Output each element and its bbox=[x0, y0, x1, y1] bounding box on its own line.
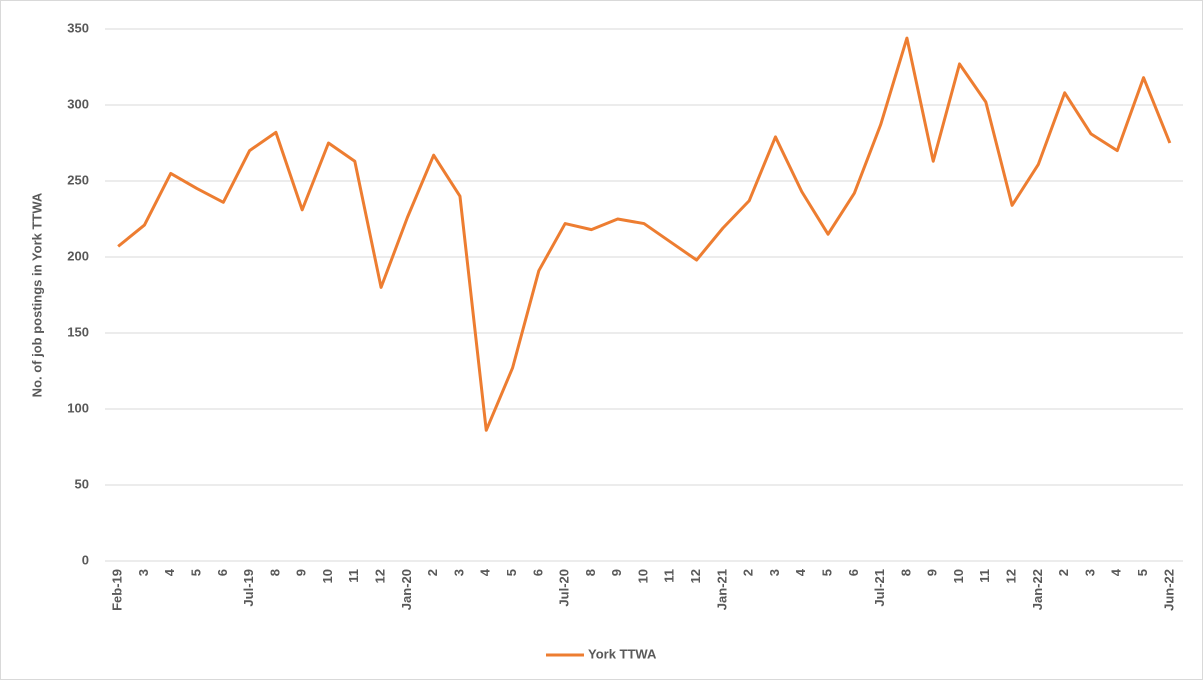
x-tick-label: 8 bbox=[898, 569, 913, 576]
x-tick-label: 10 bbox=[951, 569, 966, 583]
x-tick-label: 11 bbox=[977, 569, 992, 583]
x-tick-label: Jan-20 bbox=[399, 569, 414, 610]
x-tick-label: 9 bbox=[925, 569, 940, 576]
y-tick-label: 200 bbox=[67, 248, 89, 263]
x-tick-label: 6 bbox=[846, 569, 861, 576]
x-tick-label: 2 bbox=[741, 569, 756, 576]
x-tick-label: 3 bbox=[767, 569, 782, 576]
x-tick-label: 6 bbox=[530, 569, 545, 576]
x-tick-label: 10 bbox=[635, 569, 650, 583]
x-tick-label: 2 bbox=[425, 569, 440, 576]
x-tick-label: 2 bbox=[1056, 569, 1071, 576]
x-tick-label: 11 bbox=[346, 569, 361, 583]
line-series bbox=[117, 36, 1172, 432]
x-tick-label: 12 bbox=[688, 569, 703, 583]
y-axis-label: No. of job postings in York TTWA bbox=[29, 192, 44, 397]
x-tick-label: 3 bbox=[136, 569, 151, 576]
x-tick-label: 3 bbox=[451, 569, 466, 576]
x-tick-label: 9 bbox=[294, 569, 309, 576]
y-tick-label: 0 bbox=[82, 552, 89, 567]
x-tick-label: Jul-21 bbox=[872, 569, 887, 607]
x-tick-label: 8 bbox=[267, 569, 282, 576]
y-tick-label: 100 bbox=[67, 400, 89, 415]
x-tick-label: 12 bbox=[1004, 569, 1019, 583]
x-tick-label: 4 bbox=[793, 568, 808, 576]
x-tick-label: 5 bbox=[188, 569, 203, 576]
x-tick-label: 9 bbox=[609, 569, 624, 576]
x-tick-label: 5 bbox=[504, 569, 519, 576]
x-tick-label: 11 bbox=[662, 569, 677, 583]
x-tick-label: Feb-19 bbox=[110, 569, 125, 611]
x-tick-label: Jul-20 bbox=[557, 569, 572, 607]
x-tick-label: 6 bbox=[215, 569, 230, 576]
y-tick-label: 50 bbox=[75, 476, 89, 491]
x-tick-label: Jan-21 bbox=[714, 569, 729, 610]
x-tick-label: 3 bbox=[1082, 569, 1097, 576]
x-tick-label: 4 bbox=[478, 568, 493, 576]
x-tick-label: 10 bbox=[320, 569, 335, 583]
y-tick-label: 250 bbox=[67, 172, 89, 187]
x-tick-label: 12 bbox=[373, 569, 388, 583]
y-tick-label: 300 bbox=[67, 96, 89, 111]
legend-label: York TTWA bbox=[588, 646, 657, 661]
x-tick-label: Jul-19 bbox=[241, 569, 256, 607]
x-tick-label: 4 bbox=[162, 568, 177, 576]
x-tick-label: 5 bbox=[1135, 569, 1150, 576]
x-tick-label: 4 bbox=[1109, 568, 1124, 576]
x-tick-label: Jan-22 bbox=[1030, 569, 1045, 610]
x-tick-label: 5 bbox=[819, 569, 834, 576]
x-tick-label: Jun-22 bbox=[1161, 569, 1176, 611]
y-tick-label: 350 bbox=[67, 20, 89, 35]
x-tick-label: 8 bbox=[583, 569, 598, 576]
y-tick-label: 150 bbox=[67, 324, 89, 339]
